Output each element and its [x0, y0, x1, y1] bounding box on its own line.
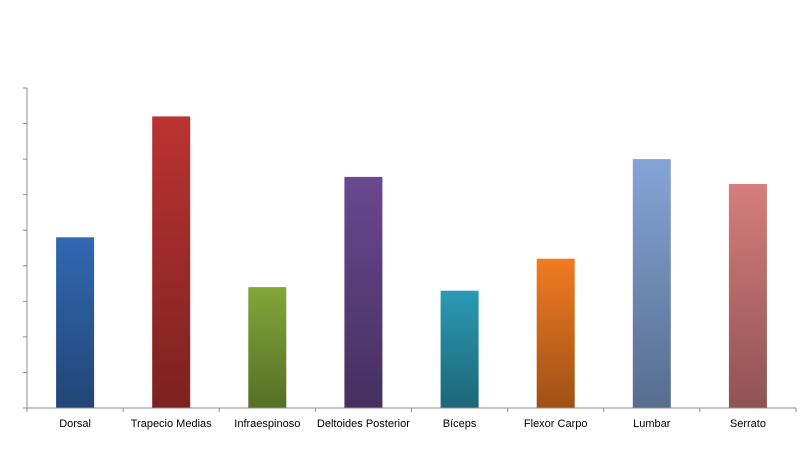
bar-lumbar [632, 159, 671, 408]
category-label: Deltoides Posterior [317, 418, 410, 430]
category-label: Infraespinoso [234, 418, 300, 430]
bars [56, 116, 767, 409]
y-axis [23, 87, 28, 409]
category-label: Lumbar [633, 418, 671, 430]
bar-flexor-carpo [536, 258, 575, 408]
bar-trapecio-medias [152, 116, 191, 409]
category-label: Dorsal [59, 418, 91, 430]
category-label: Serrato [730, 418, 766, 430]
bar-serrato [728, 184, 767, 408]
bar-deltoides-posterior [344, 176, 383, 408]
bar-infraespinoso [248, 287, 287, 408]
bar-dorsal [56, 237, 95, 408]
bar-bíceps [440, 290, 479, 408]
category-label: Bíceps [443, 418, 477, 430]
category-labels: Dorsal Trapecio Medias Infraespinoso Deltoi… [59, 418, 766, 430]
category-label: Flexor Carpo [524, 418, 588, 430]
category-label: Trapecio Medias [131, 418, 212, 430]
x-axis [26, 407, 797, 412]
